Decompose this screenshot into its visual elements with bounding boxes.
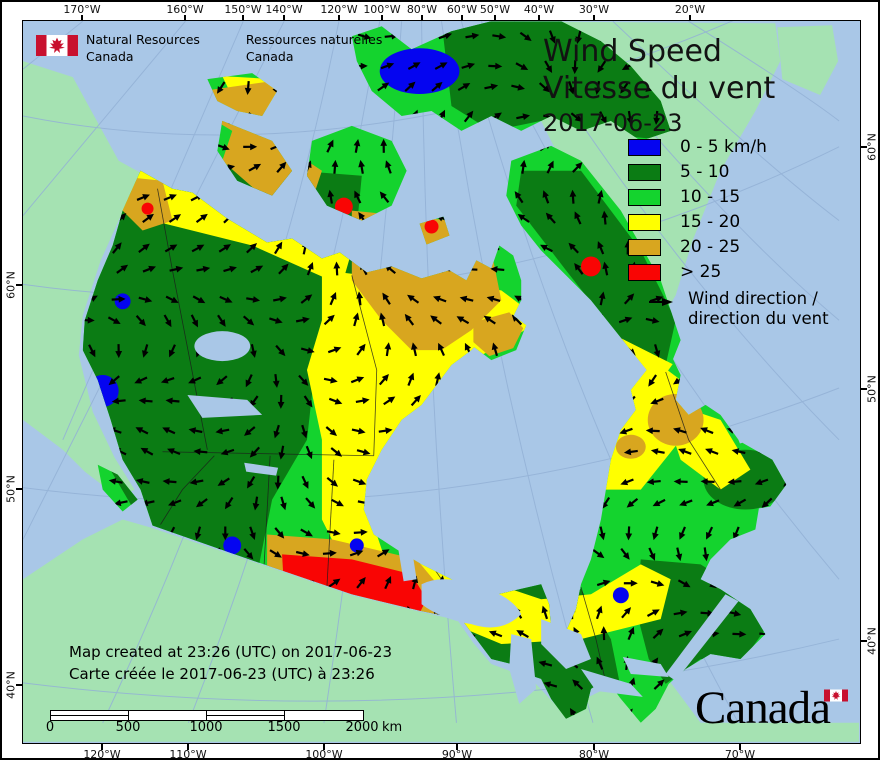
legend-item: 5 - 10 <box>628 162 729 182</box>
lon-label: 140°W <box>265 3 303 16</box>
lon-tick <box>101 744 103 750</box>
lon-label: 20°W <box>674 3 706 16</box>
lat-tick <box>861 640 867 642</box>
title-fr: Vitesse du vent <box>543 71 776 106</box>
scale-tick-label: 1000 <box>189 720 223 735</box>
lon-label: 150°W <box>224 3 262 16</box>
scale-unit-label: km <box>382 720 403 735</box>
canada-flag-icon <box>36 32 78 59</box>
legend-swatch-red <box>628 263 661 281</box>
legend-item: 20 - 25 <box>628 237 740 257</box>
canada-wordmark: Canada <box>695 685 830 732</box>
map-title: Wind Speed Vitesse du vent 2017-06-23 <box>543 33 775 139</box>
legend-label: 5 - 10 <box>680 162 730 182</box>
basemap-svg <box>23 21 859 742</box>
lon-tick <box>421 15 423 21</box>
legend-item: 15 - 20 <box>628 212 740 232</box>
lon-tick <box>184 15 186 21</box>
lakes <box>187 331 739 704</box>
legend-item: > 25 <box>628 262 721 282</box>
legend-label: 0 - 5 km/h <box>680 137 767 157</box>
legend-swatch-orange <box>628 238 661 256</box>
lon-label: 80°W <box>578 748 610 760</box>
lon-tick <box>338 15 340 21</box>
lon-tick <box>739 744 741 750</box>
org-name-en: Natural Resources Canada <box>86 32 200 64</box>
lon-label: 50°W <box>479 3 511 16</box>
lat-tick <box>861 146 867 148</box>
lon-tick <box>323 744 325 750</box>
lon-label: 90°W <box>441 748 473 760</box>
lon-tick <box>283 15 285 21</box>
lon-label: 60°W <box>446 3 478 16</box>
lat-tick <box>16 684 22 686</box>
map-created-note: Map created at 23:26 (UTC) on 2017-06-23… <box>69 643 392 683</box>
scale-tick-label: 2000 <box>345 720 379 735</box>
lon-tick <box>381 15 383 21</box>
lon-label: 110°W <box>169 748 207 760</box>
legend-item: 10 - 15 <box>628 187 740 207</box>
scale-tick-label: 500 <box>115 720 141 735</box>
lon-tick <box>461 15 463 21</box>
lon-label: 30°W <box>578 3 610 16</box>
lon-tick <box>494 15 496 21</box>
lon-tick <box>81 15 83 21</box>
lon-tick <box>538 15 540 21</box>
lon-label: 120°W <box>320 3 358 16</box>
scale-tick-label: 0 <box>45 720 55 735</box>
map-date: 2017-06-23 <box>543 109 683 137</box>
legend-swatch-blue <box>628 138 661 156</box>
lat-tick <box>16 284 22 286</box>
lon-label: 160°W <box>166 3 204 16</box>
legend-label: > 25 <box>680 262 722 282</box>
legend-swatch-yellow <box>628 213 661 231</box>
wind-direction-label: Wind direction / direction du vent <box>688 289 829 328</box>
map-canvas: Natural Resources Canada Ressources natur… <box>22 20 861 744</box>
lon-label: 100°W <box>305 748 343 760</box>
scale-bar-graphic <box>50 710 364 721</box>
lon-tick <box>456 744 458 750</box>
title-en: Wind Speed <box>543 34 722 69</box>
government-header: Natural Resources Canada Ressources natur… <box>36 32 382 65</box>
scale-tick-label: 1500 <box>267 720 301 735</box>
org-name-fr: Ressources naturelles Canada <box>245 32 383 64</box>
wordmark-flag-icon <box>824 689 848 702</box>
lon-label: 100°W <box>363 3 401 16</box>
legend-label: 10 - 15 <box>680 187 741 207</box>
legend-item: 0 - 5 km/h <box>628 137 767 157</box>
lat-label: 60°N <box>865 133 879 161</box>
lat-label: 40°N <box>865 627 879 655</box>
lat-label: 50°N <box>865 375 879 403</box>
lat-tick <box>16 488 22 490</box>
wind-arrow-icon <box>649 298 673 306</box>
legend-label: 20 - 25 <box>680 237 741 257</box>
lon-label: 70°W <box>724 748 756 760</box>
lon-label: 80°W <box>406 3 438 16</box>
lon-tick <box>242 15 244 21</box>
legend-swatch-dkgreen <box>628 163 661 181</box>
legend-label: 15 - 20 <box>680 212 741 232</box>
lon-label: 120°W <box>83 748 121 760</box>
lat-tick <box>861 388 867 390</box>
lon-label: 170°W <box>63 3 101 16</box>
lon-tick <box>187 744 189 750</box>
legend-swatch-green <box>628 188 661 206</box>
lon-tick <box>689 15 691 21</box>
lon-label: 40°W <box>523 3 555 16</box>
lon-tick <box>593 15 595 21</box>
scale-bar: 0 500 1000 1500 2000 km <box>46 706 402 735</box>
lon-tick <box>593 744 595 750</box>
